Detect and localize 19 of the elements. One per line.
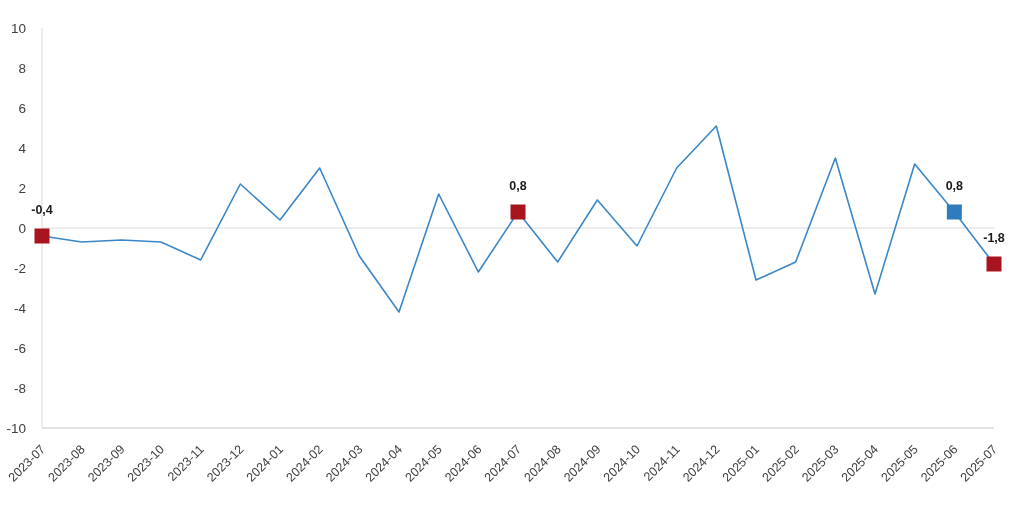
y-tick-label: -10 <box>6 420 26 436</box>
y-tick-label: 8 <box>18 60 26 76</box>
point <box>510 204 526 220</box>
y-tick-label: -8 <box>13 380 26 396</box>
point <box>986 256 1002 272</box>
y-tick-label: 4 <box>18 140 27 156</box>
y-tick-label: 6 <box>18 100 26 116</box>
y-tick-label: 2 <box>18 180 26 196</box>
data-label: -1,8 <box>983 231 1005 245</box>
y-tick-label: 10 <box>10 20 26 36</box>
y-tick-label: -2 <box>13 260 26 276</box>
data-label: 0,8 <box>509 179 527 193</box>
y-tick-label: -6 <box>13 340 26 356</box>
data-label: 0,8 <box>945 179 964 193</box>
y-tick-label: 0 <box>18 220 26 236</box>
point <box>34 228 50 244</box>
y-tick-label: -4 <box>13 300 27 316</box>
data-label: -0,4 <box>31 203 53 217</box>
point <box>946 204 962 220</box>
